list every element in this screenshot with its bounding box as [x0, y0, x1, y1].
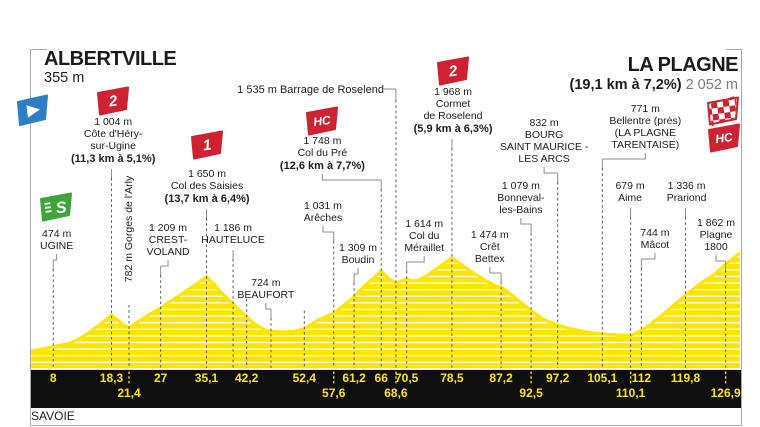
axis-km-70,5: 70,5: [394, 370, 419, 385]
start-header: ALBERTVILLE 355 m: [44, 48, 177, 87]
waypoint-label-macot: 744 m Mâcot: [640, 227, 670, 251]
svg-text:2: 2: [107, 92, 119, 110]
waypoint-label-bonneval-les-bains: 1 079 m Bonneval-les-Bains: [497, 180, 545, 216]
waypoint-label-hauteluce: 1 186 m HAUTELUCE: [201, 222, 265, 246]
axis-km-92,5: 92,5: [519, 385, 543, 400]
svg-text:2: 2: [447, 62, 459, 80]
axis-km-78,5: 78,5: [440, 370, 464, 385]
svg-text:HC: HC: [714, 130, 733, 146]
start-city: ALBERTVILLE: [44, 48, 177, 70]
category-flag-1-icon: 1: [189, 130, 225, 165]
hc-flag-icon: HC: [706, 123, 742, 158]
axis-km-57,6: 57,6: [322, 385, 346, 400]
waypoint-label-bellentre: 771 m Bellentre (près) (LA PLAGNE TARENTAIS…: [609, 103, 682, 151]
axis-km-119,8: 119,8: [670, 370, 701, 385]
category-flag-2-icon: 2: [95, 86, 131, 121]
axis-km-18,3: 18,3: [99, 370, 124, 385]
climb-label-cote-hery: 1 004 m Côte d'Héry-sur-Ugine (11,3 km à 5…: [70, 116, 156, 165]
finish-header: LA PLAGNE (19,1 km à 7,2%) 2 052 m: [570, 54, 739, 94]
waypoint-label-plagne-1800: 1 862 m Plagne 1800: [697, 217, 735, 253]
waypoint-label-cret-bettex: 1 474 m Crêt Bettex: [470, 229, 509, 265]
axis-km-66: 66: [374, 370, 388, 385]
sprint-flag-icon: S: [38, 192, 74, 227]
svg-text:1: 1: [202, 136, 213, 154]
elevation-area: [31, 252, 740, 370]
start-elevation: 355 m: [44, 70, 85, 86]
axis-km-87,2: 87,2: [489, 370, 513, 385]
waypoint-label-col-du-meraillet: 1 614 m Col du Méraillet: [404, 218, 445, 254]
axis-km-97,2: 97,2: [545, 370, 570, 385]
finish-city: LA PLAGNE: [627, 54, 739, 76]
region-label: SAVOIE: [31, 409, 75, 423]
axis-km-105,1: 105,1: [587, 370, 618, 385]
climb-label-cormet-de-roselend: 1 968 m Cormet de Roselend (5,9 km à 6,3%): [413, 86, 493, 135]
waypoint-label-areches: 1 031 m Arêches: [303, 200, 343, 224]
axis-km-21,4: 21,4: [117, 385, 141, 400]
waypoint-label-gorges-arly: 782 m Gorges de l'Arly: [123, 175, 135, 283]
depart-flag-icon: [16, 94, 49, 132]
finish-details: (19,1 km à 7,2%) 2 052 m: [570, 76, 738, 94]
axis-km-42,2: 42,2: [234, 370, 259, 385]
axis-km-68,6: 68,6: [384, 385, 408, 400]
finish-climb-stats: (19,1 km à 7,2%): [569, 77, 682, 93]
axis-km-110,1: 110,1: [615, 385, 646, 400]
waypoint-label-prariond: 1 336 m Prariond: [666, 180, 707, 204]
waypoint-label-beaufort: 724 m BEAUFORT: [237, 277, 295, 301]
svg-text:HC: HC: [313, 113, 332, 129]
climb-label-col-du-pre: 1 748 m Col du Pré (12,6 km à 7,7%): [279, 135, 365, 172]
waypoint-label-bourg-saint-maurice: 832 m BOURG SAINT MAURICE - LES ARCS: [499, 117, 589, 165]
axis-km-61,2: 61,2: [342, 370, 366, 385]
category-flag-HC-icon: HC: [304, 106, 340, 141]
waypoint-label-ugine: 474 m UGINE: [39, 228, 74, 252]
distance-bar: [31, 370, 741, 408]
axis-km-52,4: 52,4: [292, 370, 316, 385]
axis-km-112: 112: [631, 370, 652, 385]
waypoint-label-aime: 679 m Aime: [615, 180, 645, 204]
elevation-edge: [31, 251, 741, 353]
axis-km-35,1: 35,1: [194, 370, 219, 385]
waypoint-label-crest-voland: 1 209 m CREST- VOLAND: [146, 222, 190, 258]
svg-text:S: S: [55, 199, 68, 217]
finish-elevation: 2 052 m: [685, 77, 738, 93]
climb-label-col-des-saisies: 1 650 m Col des Saisies (13,7 km à 6,4%): [164, 168, 250, 205]
axis-km-8: 8: [49, 370, 57, 385]
axis-km-27: 27: [153, 370, 168, 385]
category-flag-2-icon: 2: [435, 56, 471, 91]
waypoint-label-barrage-roselend: 1 535 m Barrage de Roselend: [237, 84, 384, 96]
checkered-flag-icon: [705, 95, 741, 131]
axis-km-126,9: 126,9: [710, 385, 741, 400]
waypoint-label-boudin: 1 309 m Boudin: [339, 242, 378, 266]
